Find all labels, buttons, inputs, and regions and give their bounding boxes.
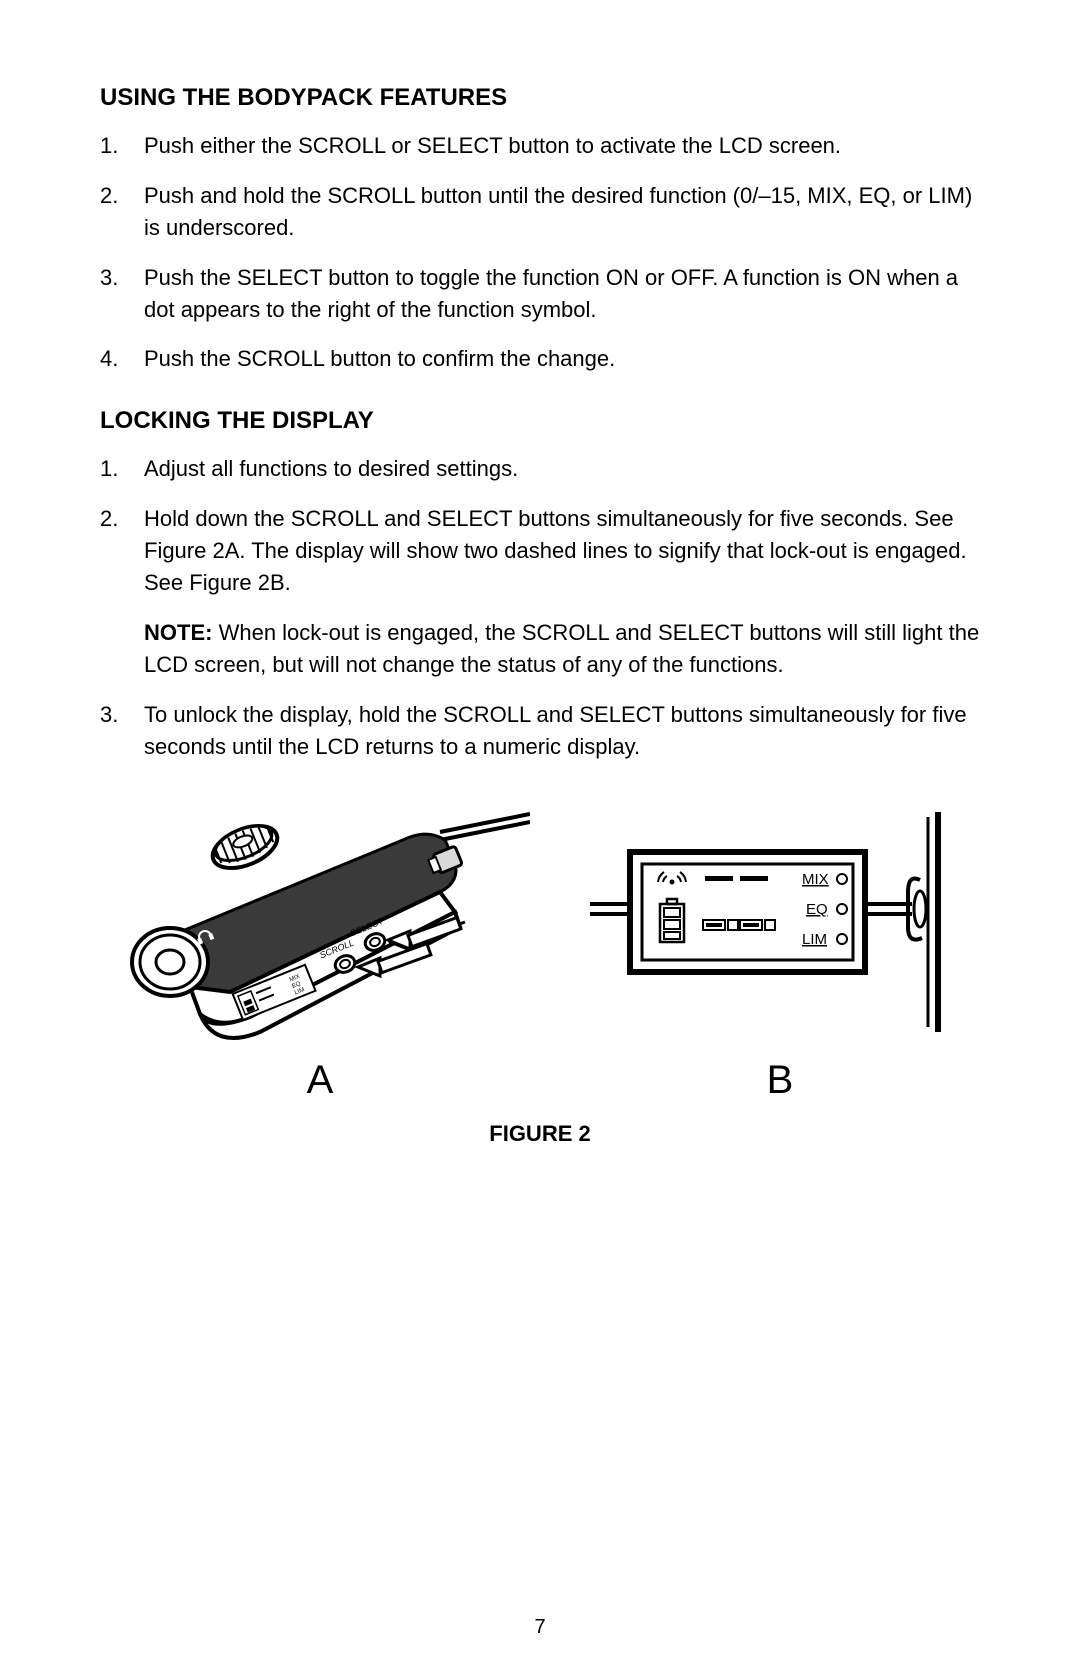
lcd-illustration: MIX EQ LIM	[590, 792, 970, 1052]
section-heading-locking-display: LOCKING THE DISPLAY	[100, 407, 980, 435]
list-item: Push either the SCROLL or SELECT button …	[100, 130, 980, 162]
note-body: When lock-out is engaged, the SCROLL and…	[144, 620, 979, 677]
list-item: Hold down the SCROLL and SELECT buttons …	[100, 503, 980, 680]
list-item: Adjust all functions to desired settings…	[100, 453, 980, 485]
display-label-mix: MIX	[802, 871, 829, 888]
note-label: NOTE:	[144, 620, 212, 645]
list-item-text: Hold down the SCROLL and SELECT buttons …	[144, 506, 967, 595]
figure-2b: MIX EQ LIM B	[590, 792, 970, 1103]
list-item: Push the SELECT button to toggle the fun…	[100, 262, 980, 326]
figure-row: SHURE MIX EQ LIM	[110, 792, 970, 1103]
figure-2: SHURE MIX EQ LIM	[100, 792, 980, 1147]
using-bodypack-list: Push either the SCROLL or SELECT button …	[100, 130, 980, 375]
list-item: Push the SCROLL button to confirm the ch…	[100, 343, 980, 375]
list-item: To unlock the display, hold the SCROLL a…	[100, 699, 980, 763]
figure-label-b: B	[590, 1058, 970, 1103]
display-label-eq: EQ	[806, 901, 828, 918]
page-number: 7	[0, 1616, 1080, 1639]
figure-label-a: A	[110, 1058, 530, 1103]
display-label-lim: LIM	[802, 931, 827, 948]
note-block: NOTE: When lock-out is engaged, the SCRO…	[144, 617, 980, 681]
figure-2a: SHURE MIX EQ LIM	[110, 792, 530, 1103]
list-item: Push and hold the SCROLL button until th…	[100, 180, 980, 244]
locking-display-list: Adjust all functions to desired settings…	[100, 453, 980, 762]
bodypack-illustration: SHURE MIX EQ LIM	[110, 792, 530, 1052]
figure-caption: FIGURE 2	[489, 1121, 590, 1147]
section-heading-using-bodypack: USING THE BODYPACK FEATURES	[100, 84, 980, 112]
